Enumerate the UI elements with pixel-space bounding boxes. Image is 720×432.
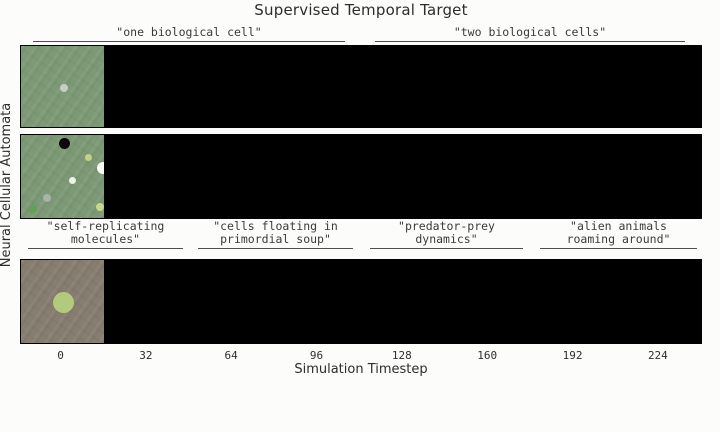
cell-dot xyxy=(84,153,92,161)
cell-dot xyxy=(53,291,75,313)
cell-dot xyxy=(59,83,69,93)
x-tick-96: 96 xyxy=(309,349,324,362)
x-tick-224: 224 xyxy=(647,349,668,362)
nca-strip-2 xyxy=(20,259,702,344)
caption-line: "predator-prey xyxy=(398,219,495,233)
cell-dot xyxy=(68,176,77,185)
cell-dot xyxy=(29,205,37,213)
x-tick-160: 160 xyxy=(477,349,498,362)
nca-strip-0 xyxy=(20,45,702,128)
x-tick-128: 128 xyxy=(391,349,412,362)
x-tick-192: 192 xyxy=(562,349,583,362)
cell-dot xyxy=(96,203,104,211)
caption-line: "cells floating in xyxy=(213,219,338,233)
nca-strip-1 xyxy=(20,134,702,219)
caption-line: "alien animals xyxy=(570,219,667,233)
x-tick-32: 32 xyxy=(139,349,153,362)
figure-title: Supervised Temporal Target xyxy=(254,1,468,19)
caption-line: roaming around" xyxy=(566,232,671,246)
target-caption-mid-0: "self-replicating molecules" xyxy=(28,220,183,249)
initial-frame-2 xyxy=(21,260,104,343)
target-caption-mid-1: "cells floating in primordial soup" xyxy=(198,220,353,249)
caption-line: molecules" xyxy=(70,232,141,246)
x-tick-64: 64 xyxy=(224,349,238,362)
target-caption-mid-2: "predator-prey dynamics" xyxy=(370,220,523,249)
caption-line: "self-replicating xyxy=(46,219,165,233)
x-axis-label: Simulation Timestep xyxy=(294,362,428,377)
target-caption-mid-3: "alien animals roaming around" xyxy=(540,220,697,249)
cell-dot xyxy=(97,162,104,174)
target-caption-top-1: "two biological cells" xyxy=(375,25,685,42)
target-caption-top-0: "one biological cell" xyxy=(33,25,345,42)
x-tick-0: 0 xyxy=(57,349,64,362)
initial-frame-0 xyxy=(21,46,104,127)
caption-line: dynamics" xyxy=(415,232,478,246)
y-axis-label: Neural Cellular Automata xyxy=(0,102,14,268)
cell-dot xyxy=(43,194,51,202)
cell-dot xyxy=(58,137,70,149)
caption-line: primordial soup" xyxy=(220,232,331,246)
initial-frame-1 xyxy=(21,135,104,218)
